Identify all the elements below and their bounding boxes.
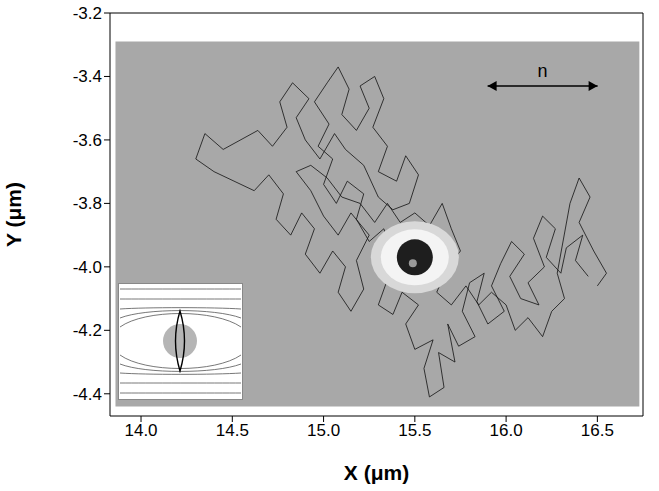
svg-text:-3.8: -3.8 xyxy=(73,194,102,213)
svg-text:-3.4: -3.4 xyxy=(73,67,102,86)
svg-text:Y (μm): Y (μm) xyxy=(2,182,25,247)
svg-text:-4.0: -4.0 xyxy=(73,258,102,277)
svg-text:-3.2: -3.2 xyxy=(73,4,102,23)
svg-text:X (μm): X (μm) xyxy=(344,461,409,484)
svg-text:-4.4: -4.4 xyxy=(73,385,102,404)
svg-text:16.5: 16.5 xyxy=(581,421,614,440)
svg-text:14.5: 14.5 xyxy=(216,421,249,440)
svg-text:16.0: 16.0 xyxy=(490,421,523,440)
svg-text:-4.2: -4.2 xyxy=(73,321,102,340)
svg-text:n: n xyxy=(538,61,548,81)
svg-text:15.0: 15.0 xyxy=(307,421,340,440)
svg-text:15.5: 15.5 xyxy=(398,421,431,440)
svg-text:-3.6: -3.6 xyxy=(73,131,102,150)
svg-text:14.0: 14.0 xyxy=(124,421,157,440)
